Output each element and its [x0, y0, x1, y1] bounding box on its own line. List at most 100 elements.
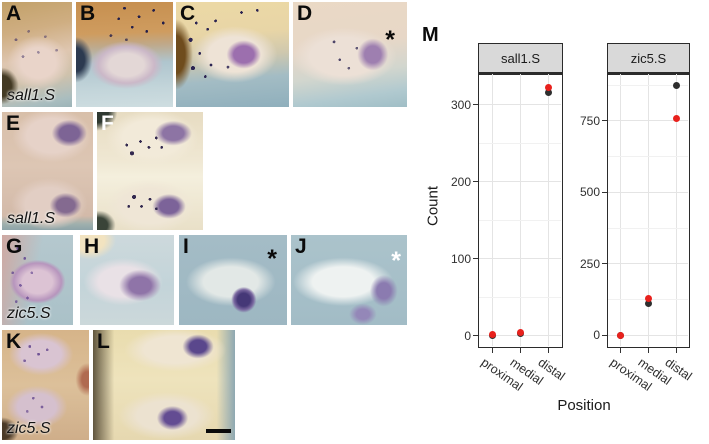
panel-L-micrograph: L	[93, 330, 235, 440]
panel-C-micrograph: C	[176, 2, 289, 107]
panel-D-micrograph: D *	[293, 2, 407, 107]
y-tickmark	[602, 120, 607, 122]
y-tickmark	[602, 334, 607, 336]
panel-letter-L: L	[97, 330, 110, 353]
x-tickmark	[520, 348, 521, 353]
gridline-h-minor	[608, 156, 688, 158]
y-tick-label: 500	[579, 185, 600, 200]
panel-H-micrograph: H	[80, 235, 174, 325]
asterisk-marker: *	[385, 26, 395, 54]
panel-letter-D: D	[297, 2, 313, 25]
y-tickmark	[473, 258, 478, 260]
gridline-h-major	[479, 258, 561, 260]
gridline-v	[648, 74, 649, 346]
panel-letter-F: F	[101, 112, 114, 135]
asterisk-marker: *	[267, 245, 277, 273]
y-tickmark	[473, 181, 478, 183]
y-tick-label: 100	[450, 251, 471, 266]
y-tickmark	[473, 335, 478, 337]
data-point-zic5.S-distal-black-replicate	[672, 82, 680, 90]
gridline-h-major	[479, 181, 561, 183]
gridline-h-minor	[479, 142, 561, 144]
gene-label-zic5: zic5.S	[7, 420, 51, 437]
panel-letter-H: H	[84, 235, 100, 258]
panel-letter-E: E	[6, 112, 21, 135]
panel-letter-B: B	[80, 2, 96, 25]
y-tickmark	[473, 104, 478, 106]
data-point-sall1.S-medial-black-replicate	[517, 329, 524, 337]
gridline-h-major	[479, 104, 561, 106]
facet-header-zic5.S: zic5.S	[607, 43, 690, 73]
gene-label-sall1: sall1.S	[7, 210, 56, 227]
x-tick-label-medial: medial	[635, 355, 674, 388]
x-tick-label-distal: distal	[535, 355, 568, 384]
x-tick-label-proximal: proximal	[478, 355, 526, 394]
panel-J-micrograph: J *	[291, 235, 407, 325]
gridline-v	[675, 74, 677, 346]
gridline-h-major	[608, 263, 688, 265]
y-tick-label: 0	[593, 328, 600, 343]
panel-K-micrograph: K zic5.S	[2, 330, 89, 440]
data-point-sall1.S-proximal-black-replicate	[488, 332, 496, 340]
panel-letter-M: M	[422, 24, 439, 46]
gridline-h-minor	[479, 219, 561, 221]
gridline-h-minor	[479, 296, 561, 298]
y-axis-title: Count	[424, 185, 442, 227]
gridline-v	[548, 74, 550, 346]
x-tick-label-distal: distal	[662, 355, 695, 384]
gridline-v	[520, 74, 521, 346]
panel-B-micrograph: B	[76, 2, 173, 107]
x-tickmark	[620, 348, 622, 353]
gridline-h-major	[479, 335, 561, 337]
y-tickmark	[602, 263, 607, 265]
gridline-h-minor	[608, 299, 688, 301]
x-tick-label-proximal: proximal	[607, 355, 655, 394]
gene-label-zic5: zic5.S	[7, 305, 51, 322]
y-tick-label: 0	[464, 328, 471, 343]
panel-letter-J: J	[295, 235, 307, 258]
gridline-h-major	[608, 191, 688, 193]
data-point-zic5.S-medial-black-replicate	[645, 300, 652, 308]
x-tickmark	[675, 348, 677, 353]
data-point-sall1.S-proximal-red-replicate	[488, 330, 496, 338]
panel-I-micrograph: I *	[179, 235, 287, 325]
x-tickmark	[491, 348, 493, 353]
panel-F-micrograph: F	[97, 112, 203, 230]
panel-letter-G: G	[6, 235, 23, 258]
gridline-h-major	[608, 334, 688, 336]
gridline-h-minor	[608, 227, 688, 229]
panel-letter-K: K	[6, 330, 22, 353]
facet-header-sall1.S: sall1.S	[478, 43, 563, 73]
data-point-sall1.S-distal-black-replicate	[545, 88, 553, 96]
facet-panel-sall1.S	[478, 73, 563, 348]
data-point-sall1.S-distal-red-replicate	[545, 84, 553, 92]
scale-bar	[206, 429, 231, 433]
x-axis-title: Position	[557, 397, 611, 414]
y-tick-label: 300	[450, 97, 471, 112]
asterisk-marker: *	[391, 247, 401, 275]
gridline-v	[620, 74, 622, 346]
gridline-v	[491, 74, 493, 346]
panel-letter-C: C	[180, 2, 196, 25]
panel-G-micrograph: G zic5.S	[2, 235, 73, 325]
y-tickmark	[602, 191, 607, 193]
gridline-h-minor	[608, 84, 688, 86]
data-point-zic5.S-distal-red-replicate	[672, 114, 680, 122]
panel-E-micrograph: E sall1.S	[2, 112, 93, 230]
data-point-zic5.S-medial-red-replicate	[645, 294, 652, 302]
data-point-zic5.S-proximal-red-replicate	[617, 331, 625, 339]
data-point-zic5.S-proximal-black-replicate	[617, 331, 625, 339]
x-tickmark	[648, 348, 649, 353]
panel-letter-I: I	[183, 235, 189, 258]
y-tick-label: 250	[579, 256, 600, 271]
gridline-h-major	[608, 120, 688, 122]
panel-A-micrograph: A sall1.S	[2, 2, 72, 107]
gene-label-sall1: sall1.S	[7, 87, 56, 104]
data-point-sall1.S-medial-red-replicate	[517, 329, 524, 337]
y-tick-label: 750	[579, 113, 600, 128]
x-tickmark	[548, 348, 550, 353]
panel-letter-A: A	[6, 2, 22, 25]
x-tick-label-medial: medial	[507, 355, 546, 388]
facet-panel-zic5.S	[607, 73, 690, 348]
